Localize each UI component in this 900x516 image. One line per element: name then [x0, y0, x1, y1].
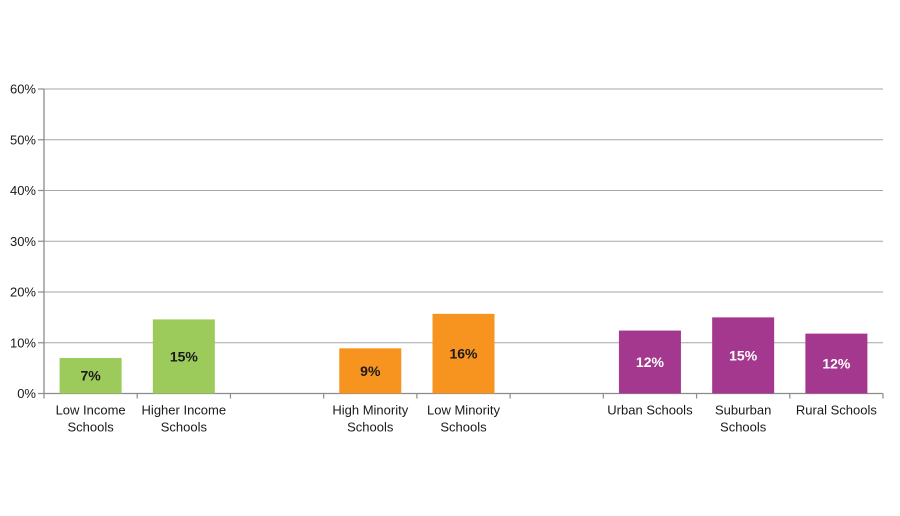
- x-category-label-higher-income-schools: Higher Income Schools: [142, 403, 227, 435]
- x-category-label-low-income-schools: Low Income Schools: [56, 403, 126, 435]
- x-category-label-rural-schools: Rural Schools: [796, 403, 877, 418]
- bar-value-label-low-minority-schools: 16%: [449, 346, 478, 362]
- x-category-label-suburban-schools: Suburban Schools: [715, 403, 771, 435]
- y-tick-label-40: 40%: [10, 183, 36, 198]
- bar-low-income-schools: [59, 357, 122, 394]
- x-category-label-urban-schools: Urban Schools: [607, 403, 693, 418]
- bar-value-label-high-minority-schools: 9%: [360, 363, 381, 379]
- bar-suburban-schools: [712, 317, 775, 394]
- bar-value-label-suburban-schools: 15%: [729, 347, 758, 363]
- y-tick-label-50: 50%: [10, 132, 36, 147]
- y-tick-label-20: 20%: [10, 285, 36, 300]
- bar-value-label-higher-income-schools: 15%: [170, 348, 199, 364]
- bar-higher-income-schools: [152, 319, 215, 394]
- bar-high-minority-schools: [339, 348, 402, 394]
- bar-urban-schools: [618, 330, 681, 394]
- y-tick-label-10: 10%: [10, 335, 36, 350]
- y-tick-label-60: 60%: [10, 82, 36, 97]
- bar-low-minority-schools: [432, 313, 495, 394]
- y-tick-label-30: 30%: [10, 234, 36, 249]
- bar-rural-schools: [805, 333, 868, 394]
- bar-value-label-rural-schools: 12%: [822, 356, 851, 372]
- y-tick-label-0: 0%: [17, 386, 36, 401]
- x-category-label-high-minority-schools: High Minority Schools: [332, 403, 408, 435]
- bar-value-label-low-income-schools: 7%: [80, 368, 101, 384]
- x-category-label-low-minority-schools: Low Minority Schools: [427, 403, 500, 435]
- bar-value-label-urban-schools: 12%: [636, 354, 665, 370]
